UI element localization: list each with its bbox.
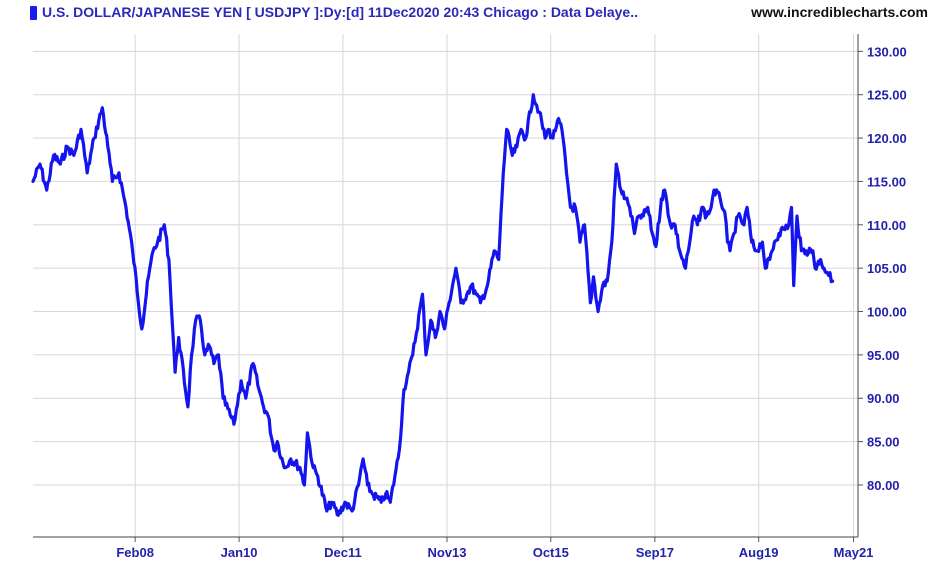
- x-tick-labels: Feb08 Jan10 Dec11 Nov13 Oct15 Sep17 Aug19 May21: [116, 545, 873, 560]
- y-tick-label: 105.00: [867, 261, 907, 276]
- series-marker-icon: [30, 6, 37, 20]
- y-tick-label: 80.00: [867, 478, 900, 493]
- y-tick-label: 130.00: [867, 44, 907, 59]
- chart-header: U.S. DOLLAR/JAPANESE YEN [ USDJPY ]:Dy:[…: [0, 0, 941, 26]
- y-tick-label: 90.00: [867, 391, 900, 406]
- axes: [33, 34, 863, 542]
- price-series: [31, 93, 835, 517]
- x-tick-label: Feb08: [116, 545, 154, 560]
- y-tick-label: 85.00: [867, 435, 900, 450]
- x-tick-label: May21: [834, 545, 874, 560]
- y-tick-label: 95.00: [867, 348, 900, 363]
- y-tick-label: 100.00: [867, 305, 907, 320]
- grid-lines: [33, 34, 858, 537]
- y-tick-labels: 80.00 85.00 90.00 95.00 100.00 105.00 110.00 11…: [867, 44, 907, 493]
- x-tick-label: Jan10: [221, 545, 258, 560]
- x-tick-label: Aug19: [739, 545, 779, 560]
- y-tick-label: 115.00: [867, 174, 906, 189]
- x-tick-label: Oct15: [533, 545, 569, 560]
- chart-title: U.S. DOLLAR/JAPANESE YEN [ USDJPY ]:Dy:[…: [42, 4, 638, 20]
- x-tick-label: Nov13: [427, 545, 466, 560]
- site-link[interactable]: www.incrediblecharts.com: [751, 4, 928, 20]
- y-tick-label: 125.00: [867, 88, 907, 103]
- series-line: [31, 93, 835, 517]
- y-tick-label: 120.00: [867, 131, 907, 146]
- y-tick-label: 110.00: [867, 218, 906, 233]
- x-tick-label: Dec11: [324, 545, 362, 560]
- x-tick-label: Sep17: [636, 545, 674, 560]
